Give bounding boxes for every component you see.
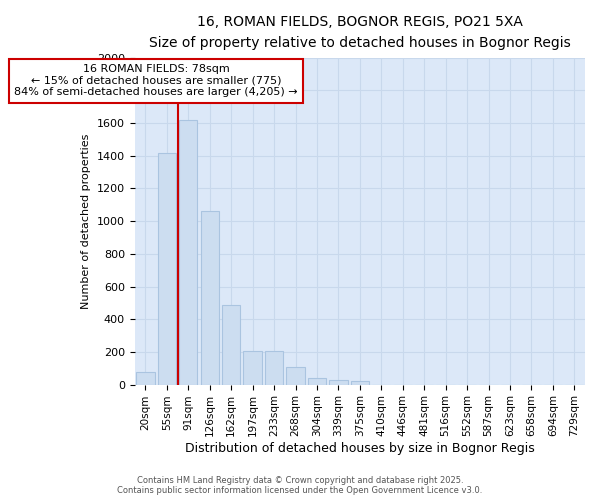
Bar bbox=[200, 212, 219, 384]
Bar bbox=[351, 382, 369, 384]
Bar bbox=[308, 378, 326, 384]
Title: 16, ROMAN FIELDS, BOGNOR REGIS, PO21 5XA
Size of property relative to detached h: 16, ROMAN FIELDS, BOGNOR REGIS, PO21 5XA… bbox=[149, 15, 571, 50]
X-axis label: Distribution of detached houses by size in Bognor Regis: Distribution of detached houses by size … bbox=[185, 442, 535, 455]
Bar bbox=[286, 366, 305, 384]
Text: 16 ROMAN FIELDS: 78sqm
← 15% of detached houses are smaller (775)
84% of semi-de: 16 ROMAN FIELDS: 78sqm ← 15% of detached… bbox=[14, 64, 298, 98]
Bar bbox=[179, 120, 197, 384]
Bar bbox=[136, 372, 155, 384]
Bar bbox=[329, 380, 347, 384]
Y-axis label: Number of detached properties: Number of detached properties bbox=[81, 134, 91, 309]
Bar bbox=[158, 152, 176, 384]
Bar bbox=[244, 351, 262, 384]
Bar bbox=[222, 304, 240, 384]
Bar bbox=[265, 351, 283, 384]
Text: Contains HM Land Registry data © Crown copyright and database right 2025.
Contai: Contains HM Land Registry data © Crown c… bbox=[118, 476, 482, 495]
